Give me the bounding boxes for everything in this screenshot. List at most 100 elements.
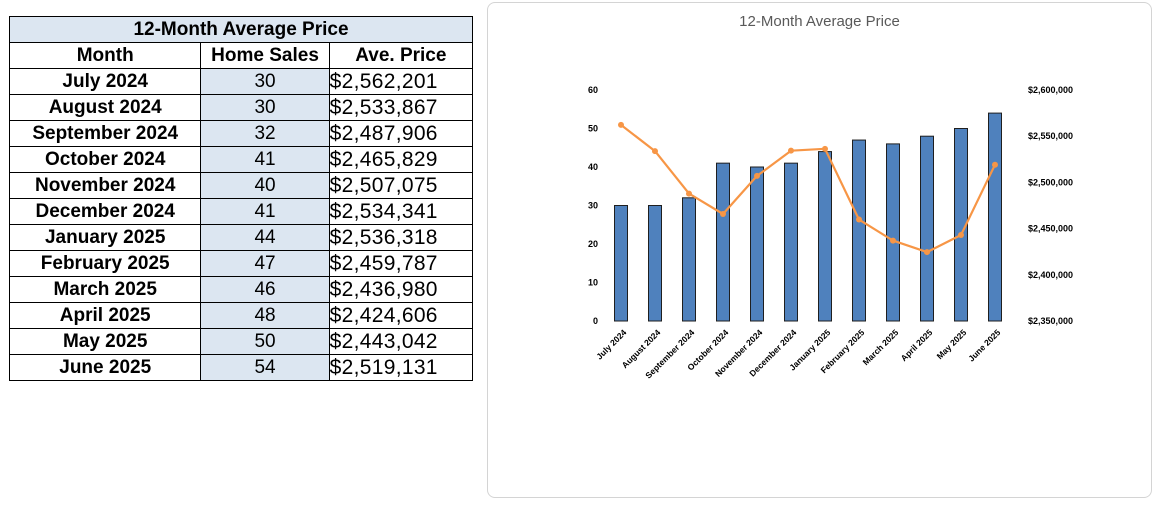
x-category-label: July 2024 (594, 327, 628, 361)
month-cell: December 2024 (8, 198, 202, 225)
price-table: 12-Month Average Price Month Home Sales … (8, 16, 474, 381)
month-cell: April 2025 (8, 302, 202, 329)
ave-price-cell: $2,436,980 (328, 276, 474, 303)
ave-price-cell: $2,533,867 (328, 94, 474, 121)
month-cell: March 2025 (8, 276, 202, 303)
table-title: 12-Month Average Price (9, 16, 473, 43)
point-ave-price (618, 121, 624, 128)
point-ave-price (686, 190, 692, 197)
table-row: September 2024 32 $2,487,906 (8, 120, 474, 147)
month-cell: November 2024 (8, 172, 202, 199)
y-right-tick-label: $2,500,000 (1028, 177, 1073, 187)
ave-price-cell: $2,443,042 (328, 328, 474, 355)
bar-home-sales (988, 112, 1002, 322)
combo-chart: 0 10 20 30 40 50 60 $2,350,000 $2,400,000 $2,450,… (588, 85, 1073, 381)
month-cell: October 2024 (8, 146, 202, 173)
table-row: October 2024 41 $2,465,829 (8, 146, 474, 173)
home-sales-cell: 32 (200, 120, 330, 147)
home-sales-cell: 40 (200, 172, 330, 199)
bar-home-sales (648, 205, 662, 322)
table-row: December 2024 41 $2,534,341 (8, 198, 474, 225)
table-row: November 2024 40 $2,507,075 (8, 172, 474, 199)
y-left-tick-label: 10 (588, 278, 598, 288)
table-row: January 2025 44 $2,536,318 (8, 224, 474, 251)
y-left-tick-label: 20 (588, 239, 598, 249)
bar-home-sales (784, 162, 798, 322)
home-sales-cell: 50 (200, 328, 330, 355)
month-cell: February 2025 (8, 250, 202, 277)
chart-panel: 12-Month Average Price 0 10 20 30 40 50 60 $2,3… (487, 2, 1152, 498)
y-right-tick-label: $2,550,000 (1028, 131, 1073, 141)
bar-home-sales (750, 166, 764, 322)
home-sales-cell: 44 (200, 224, 330, 251)
home-sales-cell: 48 (200, 302, 330, 329)
point-ave-price (720, 210, 726, 217)
bar-home-sales (614, 205, 628, 322)
point-ave-price (992, 161, 998, 168)
y-right-tick-label: $2,450,000 (1028, 224, 1073, 234)
y-right-tick-label: $2,400,000 (1028, 270, 1073, 280)
table-body: July 2024 30 $2,562,201 August 2024 30 $2,533… (8, 68, 474, 381)
bar-home-sales (716, 162, 730, 322)
bar-home-sales (682, 197, 696, 322)
x-category-label: May 2025 (935, 327, 969, 361)
point-ave-price (788, 147, 794, 154)
table-row: May 2025 50 $2,443,042 (8, 328, 474, 355)
table-row: August 2024 30 $2,533,867 (8, 94, 474, 121)
y-right-tick-label: $2,600,000 (1028, 85, 1073, 95)
point-ave-price (958, 232, 964, 239)
home-sales-cell: 46 (200, 276, 330, 303)
month-cell: January 2025 (8, 224, 202, 251)
home-sales-cell: 54 (200, 354, 330, 381)
home-sales-cell: 30 (200, 94, 330, 121)
header-ave-price: Ave. Price (328, 42, 474, 69)
ave-price-cell: $2,465,829 (328, 146, 474, 173)
point-ave-price (856, 216, 862, 223)
ave-price-cell: $2,507,075 (328, 172, 474, 199)
home-sales-cell: 41 (200, 198, 330, 225)
table-row: February 2025 47 $2,459,787 (8, 250, 474, 277)
bar-home-sales (920, 135, 934, 322)
point-ave-price (652, 148, 658, 155)
y-left-tick-label: 40 (588, 162, 598, 172)
header-home-sales: Home Sales (200, 42, 330, 69)
ave-price-cell: $2,534,341 (328, 198, 474, 225)
y-left-tick-label: 30 (588, 201, 598, 211)
point-ave-price (890, 237, 896, 244)
month-cell: June 2025 (8, 354, 202, 381)
table-row: July 2024 30 $2,562,201 (8, 68, 474, 95)
point-ave-price (822, 145, 828, 152)
ave-price-cell: $2,562,201 (328, 68, 474, 95)
month-cell: August 2024 (8, 94, 202, 121)
x-category-label: April 2025 (899, 327, 935, 363)
price-table-container: 12-Month Average Price Month Home Sales … (8, 16, 474, 381)
ave-price-cell: $2,459,787 (328, 250, 474, 277)
y-left-tick-label: 50 (588, 124, 598, 134)
chart-title: 12-Month Average Price (739, 13, 900, 30)
y-right-tick-label: $2,350,000 (1028, 316, 1073, 326)
home-sales-cell: 41 (200, 146, 330, 173)
home-sales-cell: 47 (200, 250, 330, 277)
ave-price-cell: $2,487,906 (328, 120, 474, 147)
bar-home-sales (886, 143, 900, 322)
ave-price-cell: $2,424,606 (328, 302, 474, 329)
table-row: June 2025 54 $2,519,131 (8, 354, 474, 381)
ave-price-cell: $2,536,318 (328, 224, 474, 251)
point-ave-price (924, 249, 930, 256)
x-category-label: March 2025 (861, 327, 901, 367)
home-sales-cell: 30 (200, 68, 330, 95)
table-row: April 2025 48 $2,424,606 (8, 302, 474, 329)
bar-home-sales (954, 128, 968, 322)
month-cell: May 2025 (8, 328, 202, 355)
month-cell: July 2024 (8, 68, 202, 95)
x-category-label: June 2025 (966, 327, 1002, 363)
y-left-tick-label: 0 (593, 316, 598, 326)
bar-home-sales (852, 139, 866, 322)
table-row: March 2025 46 $2,436,980 (8, 276, 474, 303)
point-ave-price (754, 172, 760, 179)
table-header-row: Month Home Sales Ave. Price (8, 42, 474, 69)
ave-price-cell: $2,519,131 (328, 354, 474, 381)
y-left-tick-label: 60 (588, 85, 598, 95)
bar-home-sales (818, 151, 832, 322)
table-title-row: 12-Month Average Price (9, 16, 473, 43)
